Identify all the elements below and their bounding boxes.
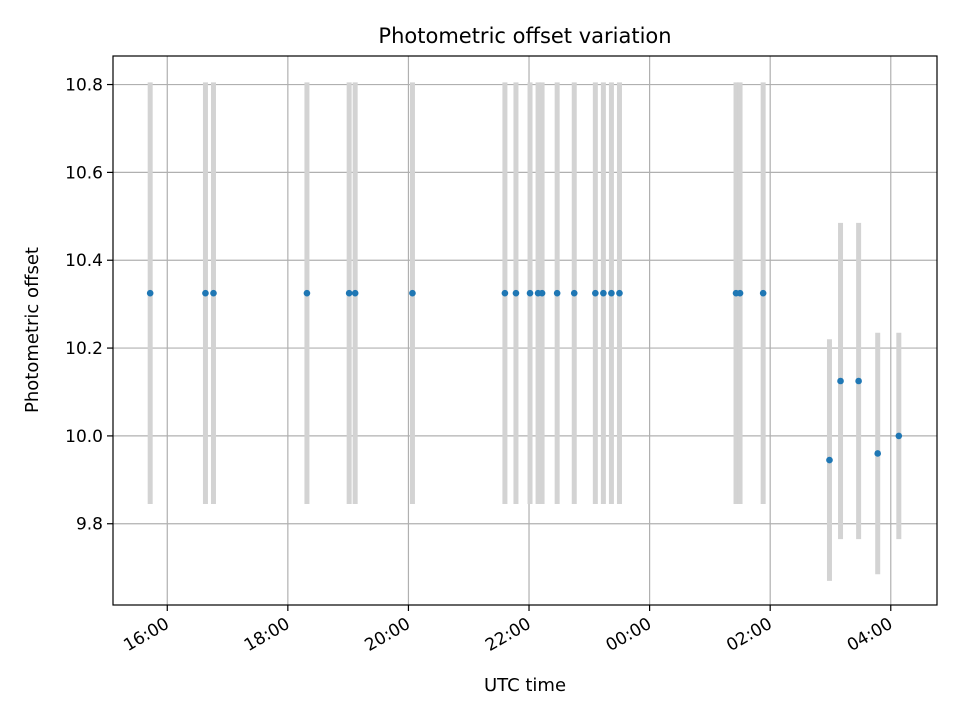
data-point bbox=[351, 289, 359, 297]
y-tick-label: 10.8 bbox=[65, 76, 103, 96]
data-point bbox=[895, 432, 903, 440]
data-point bbox=[736, 289, 744, 297]
data-points bbox=[146, 289, 903, 464]
data-point bbox=[146, 289, 154, 297]
y-tick-label: 10.0 bbox=[65, 427, 103, 447]
data-point bbox=[202, 289, 209, 297]
y-tick-label: 10.6 bbox=[65, 163, 103, 183]
data-point bbox=[759, 289, 767, 297]
data-point bbox=[616, 289, 623, 297]
chart-title: Photometric offset variation bbox=[378, 24, 671, 48]
y-axis-ticks: 9.8 10.0 10.2 10.4 10.6 10.8 bbox=[65, 76, 113, 535]
x-axis-label: UTC time bbox=[484, 675, 566, 696]
data-point bbox=[855, 377, 862, 385]
data-point bbox=[553, 289, 561, 297]
data-point bbox=[501, 289, 509, 297]
y-tick-label: 10.2 bbox=[65, 339, 103, 359]
data-point bbox=[409, 289, 416, 297]
y-tick-label: 9.8 bbox=[76, 515, 103, 535]
data-point bbox=[837, 377, 844, 385]
data-point bbox=[600, 289, 607, 297]
grid bbox=[113, 56, 937, 605]
data-point bbox=[592, 289, 599, 297]
data-point bbox=[526, 289, 534, 297]
data-point bbox=[826, 456, 833, 464]
data-point bbox=[345, 289, 353, 297]
y-axis-label: Photometric offset bbox=[22, 247, 43, 413]
data-point bbox=[608, 289, 615, 297]
plot-frame bbox=[112, 55, 938, 606]
data-point bbox=[874, 450, 882, 457]
data-point bbox=[512, 289, 520, 297]
data-point bbox=[210, 289, 217, 297]
data-point bbox=[303, 289, 311, 297]
y-tick-label: 10.4 bbox=[65, 251, 103, 271]
data-point bbox=[538, 289, 546, 297]
data-point bbox=[570, 289, 578, 297]
